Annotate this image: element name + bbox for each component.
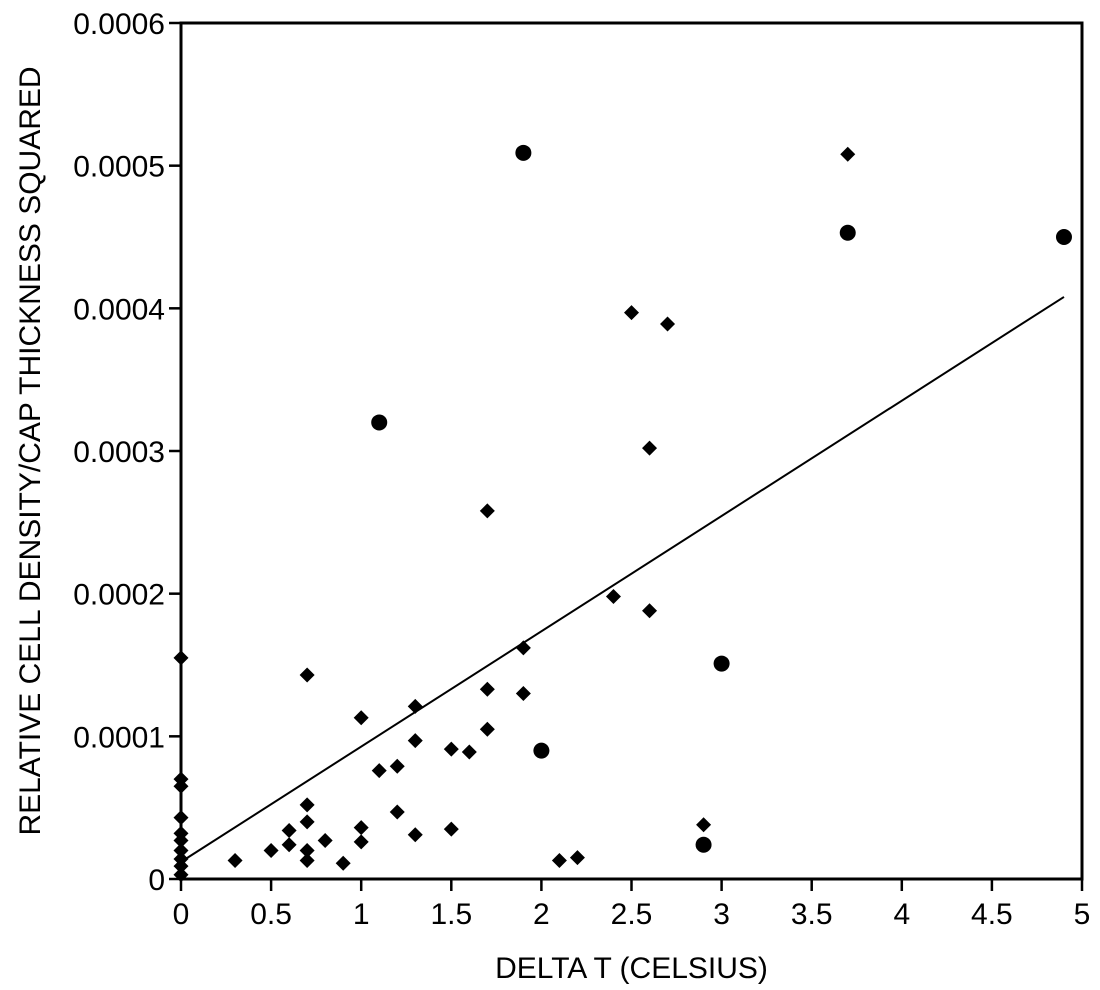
diamond-point [515, 640, 531, 656]
diamond-point [371, 763, 387, 779]
diamond-point [299, 667, 315, 683]
diamond-point [696, 817, 712, 833]
y-tick-label: 0.0006 [73, 8, 165, 41]
diamond-point [840, 146, 856, 162]
circle-point [695, 836, 712, 853]
diamond-point [281, 837, 297, 853]
diamond-point [660, 316, 676, 332]
diamond-point [299, 797, 315, 813]
x-tick-label: 4.5 [971, 898, 1013, 931]
circle-point [515, 144, 532, 161]
circle-point [839, 224, 856, 241]
diamond-point [642, 603, 658, 619]
diamond-point [281, 822, 297, 838]
diamond-point [407, 827, 423, 843]
diamond-point [299, 852, 315, 868]
x-tick-label: 2.5 [611, 898, 653, 931]
ticks-layer: 0 0.5 1 1.5 2 2.5 3 3.5 4 4.5 5 0 0.0001 0.0002 0.0003… [73, 8, 1090, 931]
diamond-point [389, 758, 405, 774]
diamond-point [479, 681, 495, 697]
y-tick-label: 0.0003 [73, 436, 165, 469]
trendline-layer [180, 296, 1065, 863]
diamond-point [642, 440, 658, 456]
diamond-point [624, 305, 639, 321]
diamond-point [407, 733, 423, 749]
diamond-point [353, 834, 369, 850]
diamond-point [317, 832, 333, 848]
diamond-point [551, 852, 567, 868]
y-axis-title: RELATIVE CELL DENSITY/CAP THICKNESS SQUA… [14, 66, 47, 835]
diamond-point [515, 686, 531, 702]
diamond-point [299, 814, 315, 830]
x-tick-label: 3 [713, 898, 730, 931]
diamond-point [443, 741, 459, 757]
diamond-point [335, 855, 351, 871]
x-tick-label: 1.5 [430, 898, 472, 931]
y-tick-label: 0.0004 [73, 293, 165, 326]
circle-point [713, 655, 730, 672]
y-tick-label: 0 [148, 864, 165, 897]
x-tick-label: 0 [173, 898, 190, 931]
x-axis-title: DELTA T (CELSIUS) [495, 952, 768, 985]
diamond-point [407, 698, 423, 714]
circle-point [371, 414, 388, 431]
diamond-point [389, 804, 405, 820]
diamond-point [605, 589, 621, 605]
diamond-point [461, 744, 477, 760]
diamond-point [299, 842, 315, 858]
circle-point [1055, 229, 1072, 245]
diamond-point [479, 721, 495, 737]
diamond-point [443, 821, 459, 837]
plot-frame [179, 21, 1084, 881]
diamond-point [353, 820, 369, 836]
y-tick-label: 0.0002 [73, 579, 165, 612]
diamond-point [479, 503, 495, 519]
circle-point [533, 742, 550, 759]
diamond-point [353, 710, 369, 726]
points-layer [173, 144, 1072, 883]
x-tick-label: 0.5 [250, 898, 292, 931]
trend-line [180, 296, 1065, 863]
x-tick-label: 2 [533, 898, 550, 931]
diamond-point [569, 850, 585, 866]
x-tick-label: 1 [353, 898, 370, 931]
diamond-point [227, 852, 243, 868]
x-tick-label: 4 [893, 898, 910, 931]
y-tick-label: 0.0005 [73, 151, 165, 184]
diamond-point [263, 842, 279, 858]
y-tick-label: 0.0001 [73, 721, 165, 754]
x-tick-label: 3.5 [791, 898, 833, 931]
x-tick-label: 5 [1074, 898, 1091, 931]
